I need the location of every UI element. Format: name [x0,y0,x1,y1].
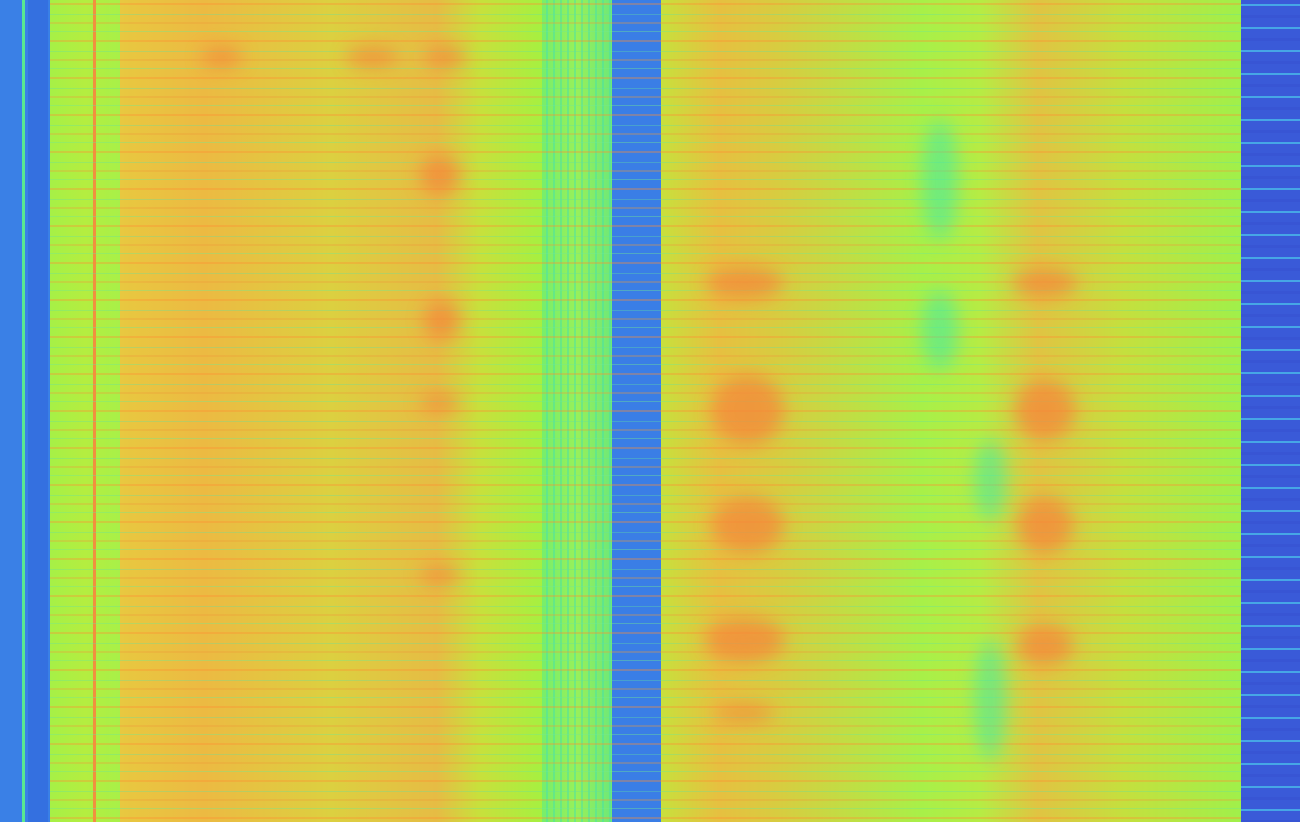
hot-spots [202,47,1077,721]
hot-spot [715,705,775,721]
hot-spot [1017,625,1073,665]
band-right-rows [1241,0,1300,822]
cool-spot [922,120,958,240]
hot-spot [1015,380,1075,440]
cool-spot [974,440,1006,520]
cool-spot [974,640,1006,760]
hot-spot [202,47,242,67]
hot-spot [420,155,460,195]
hot-spot [420,567,460,583]
cool-spot [922,290,958,370]
cool-spots [922,120,1006,760]
band-left-blue-dark [28,0,48,822]
hot-spot [425,47,465,67]
hot-spot [424,300,460,340]
hot-spot [712,375,784,445]
hot-spot [707,267,783,299]
hot-spot [712,497,784,553]
hot-spot [1017,497,1073,553]
hot-spot [346,47,398,67]
hot-spot [1013,269,1077,297]
signal-line [22,0,25,822]
hot-spot [420,395,460,411]
hot-spot [705,618,785,662]
